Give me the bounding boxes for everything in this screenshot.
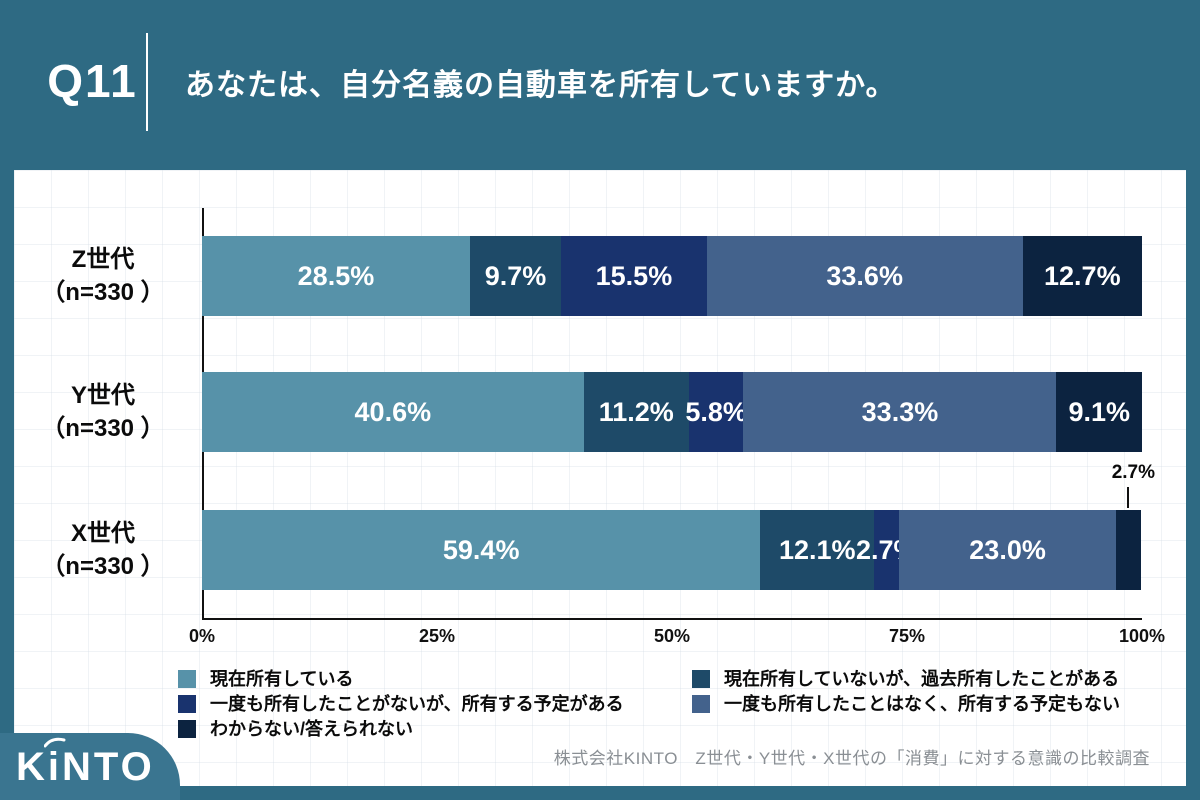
bar-value-label: 9.7% bbox=[484, 260, 547, 291]
bar-segment: 2.7% bbox=[856, 510, 918, 590]
legend-column-right: 現在所有していないが、過去所有したことがある 一度も所有したことはなく、所有する予… bbox=[692, 670, 1120, 720]
bar-segment: 15.5% bbox=[561, 236, 707, 316]
bar-value-label: 33.6% bbox=[826, 260, 903, 291]
bar-segment: 5.8% bbox=[685, 372, 747, 452]
logo-i-glyph: i bbox=[47, 745, 63, 789]
bar-value-label: 5.8% bbox=[685, 396, 747, 427]
legend-swatch bbox=[178, 670, 196, 688]
callout-leader-line bbox=[1127, 487, 1130, 508]
row-label: Z世代 （n=330 ） bbox=[14, 236, 192, 316]
callout-value-label: 2.7% bbox=[1111, 462, 1156, 483]
x-axis-line bbox=[202, 618, 1142, 620]
x-axis-tick-label: 0% bbox=[188, 626, 215, 646]
legend-swatch bbox=[692, 670, 710, 688]
x-axis-tick-label: 75% bbox=[888, 626, 926, 646]
bar-value-label: 33.3% bbox=[861, 396, 939, 427]
bar-segment: 33.3% bbox=[743, 372, 1057, 452]
x-axis-tick-label: 100% bbox=[1118, 626, 1166, 646]
row-label: X世代 （n=330 ） bbox=[14, 510, 192, 590]
bar-value-label: 40.6% bbox=[354, 396, 432, 427]
bar-segment: 40.6% bbox=[202, 372, 584, 452]
row-label-sample-size: （n=330 ） bbox=[41, 415, 165, 442]
legend-item: 一度も所有したことはなく、所有する予定もない bbox=[692, 695, 1120, 713]
bar-value-label: 11.2% bbox=[598, 396, 674, 427]
legend-label: わからない/答えられない bbox=[210, 719, 413, 739]
legend-label: 現在所有していないが、過去所有したことがある bbox=[724, 669, 1120, 689]
bar-value-label: 12.1% bbox=[778, 534, 856, 565]
bar-value-label: 9.1% bbox=[1068, 396, 1130, 427]
bar-segment: 59.4% bbox=[202, 510, 761, 590]
legend-item: 一度も所有したことがないが、所有する予定がある bbox=[178, 695, 624, 713]
bar-value-label: 23.0% bbox=[969, 534, 1046, 565]
bar-value-label: 15.5% bbox=[595, 260, 673, 291]
bar-value-label: 12.7% bbox=[1044, 260, 1121, 291]
legend-swatch bbox=[178, 720, 196, 738]
row-label-generation: Z世代 bbox=[71, 246, 135, 273]
row-label-generation: Y世代 bbox=[70, 382, 135, 409]
row-label-generation: X世代 bbox=[70, 520, 135, 547]
legend-item: 現在所有している bbox=[178, 670, 624, 688]
bar-segment: 9.7% bbox=[469, 236, 562, 316]
legend-item: 現在所有していないが、過去所有したことがある bbox=[692, 670, 1120, 688]
bar-segment: 23.0% bbox=[899, 510, 1116, 590]
question-title: あなたは、自分名義の自動車を所有していますか。 bbox=[185, 69, 897, 102]
plot-area: Z世代 （n=330 ） 28.5% 9.7% 15.5% 33.6% 12.7% Y世代 （n… bbox=[14, 170, 1186, 786]
legend-label: 現在所有している bbox=[210, 669, 354, 689]
legend-swatch bbox=[178, 695, 196, 713]
logo-swoosh-icon bbox=[43, 737, 66, 748]
row-label-sample-size: （n=330 ） bbox=[41, 553, 165, 580]
bar-segment: 9.1% bbox=[1056, 372, 1142, 452]
header-divider bbox=[146, 33, 148, 131]
source-note: 株式会社KINTO Z世代・Y世代・X世代の「消費」に対する意識の比較調査 bbox=[553, 749, 1150, 768]
bar-value-label: 59.4% bbox=[442, 534, 520, 565]
bar-segment: 28.5% bbox=[202, 236, 470, 316]
legend-label: 一度も所有したことはなく、所有する予定もない bbox=[724, 694, 1120, 714]
row-label-sample-size: （n=330 ） bbox=[41, 279, 165, 306]
logo-letter-k: K bbox=[16, 745, 48, 789]
legend-column-left: 現在所有している一度も所有したことがないが、所有する予定がある わからない/答えら… bbox=[178, 670, 624, 745]
logo-letter-i: i bbox=[43, 737, 66, 790]
bar-segment: 12.7% bbox=[1022, 236, 1142, 316]
bar-segment bbox=[1115, 510, 1142, 590]
bar-segment: 33.6% bbox=[706, 236, 1023, 316]
bar-value-label: 28.5% bbox=[297, 260, 375, 291]
bar-segment: 11.2% bbox=[583, 372, 689, 452]
bar-segment: 12.1% bbox=[760, 510, 875, 590]
row-label: Y世代 （n=330 ） bbox=[14, 372, 192, 452]
header: Q11 あなたは、自分名義の自動車を所有していますか。 bbox=[0, 0, 1200, 170]
logo-letters-nto: NTO bbox=[62, 745, 155, 789]
legend-item: わからない/答えられない bbox=[178, 720, 624, 738]
legend-swatch bbox=[692, 695, 710, 713]
x-axis-tick-label: 50% bbox=[653, 626, 691, 646]
legend-label: 一度も所有したことがないが、所有する予定がある bbox=[210, 694, 624, 714]
x-axis-tick-label: 25% bbox=[418, 626, 456, 646]
chart-card: Z世代 （n=330 ） 28.5% 9.7% 15.5% 33.6% 12.7% Y世代 （n… bbox=[14, 170, 1186, 786]
question-number: Q11 bbox=[47, 55, 138, 107]
